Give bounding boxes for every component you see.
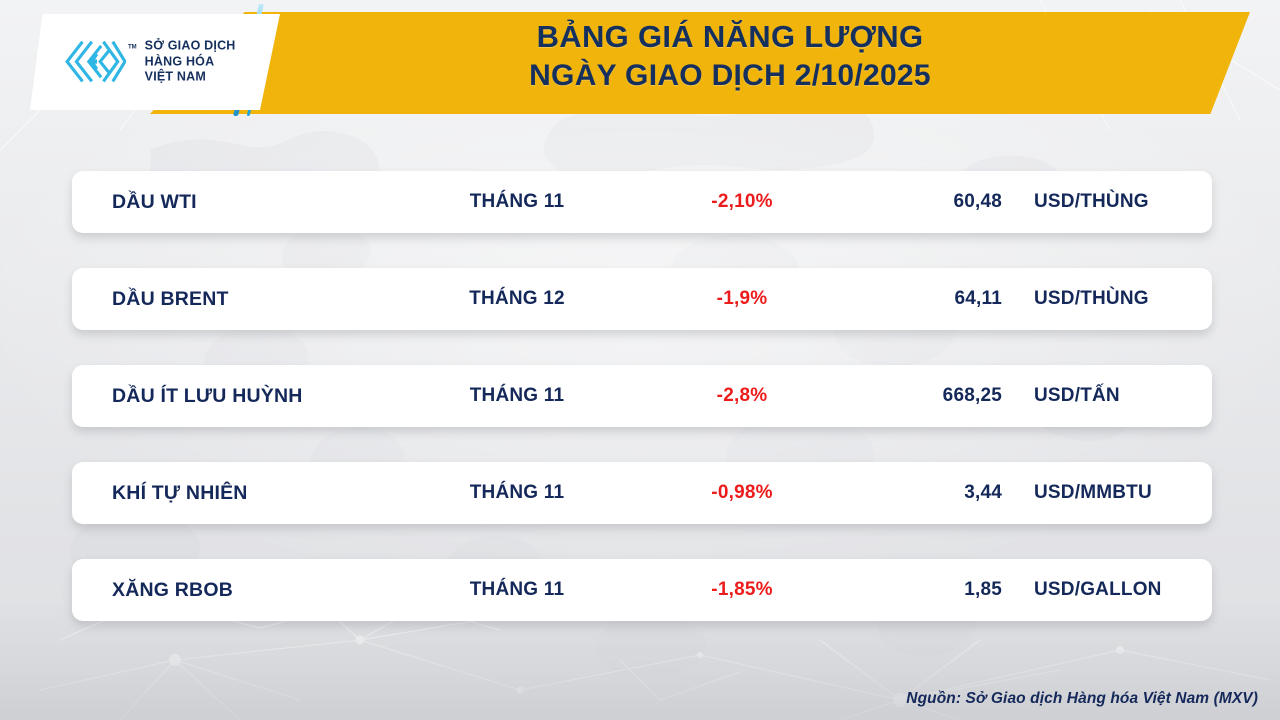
- change-percent: -0,98%: [711, 482, 773, 503]
- price-value: 60,48: [953, 191, 1002, 212]
- price-table: DẦU WTI THÁNG 11 -2,10% 60,48 USD/THÙNG …: [72, 171, 1212, 621]
- change-percent: -2,8%: [716, 385, 768, 406]
- price-unit: USD/THÙNG: [1034, 191, 1149, 212]
- contract-month: THÁNG 11: [469, 385, 565, 406]
- commodity-name: KHÍ TỰ NHIÊN: [112, 481, 248, 504]
- commodity-name: DẦU ÍT LƯU HUỲNH: [112, 384, 303, 407]
- source-note: Nguồn: Sở Giao dịch Hàng hóa Việt Nam (M…: [906, 690, 1258, 707]
- table-row[interactable]: DẦU ÍT LƯU HUỲNH THÁNG 11 -2,8% 668,25 U…: [72, 365, 1212, 427]
- trademark-symbol: TM: [128, 44, 137, 51]
- logo-text-line3: VIỆT NAM: [144, 69, 206, 84]
- logo-text-line2: HÀNG HÓA: [144, 54, 215, 69]
- table-row[interactable]: KHÍ TỰ NHIÊN THÁNG 11 -0,98% 3,44 USD/MM…: [72, 462, 1212, 524]
- table-row[interactable]: DẦU WTI THÁNG 11 -2,10% 60,48 USD/THÙNG: [72, 171, 1212, 233]
- header: BẢNG GIÁ NĂNG LƯỢNG NGÀY GIAO DỊCH 2/10/…: [0, 0, 1280, 126]
- contract-month: THÁNG 11: [469, 191, 565, 212]
- table-row[interactable]: DẦU BRENT THÁNG 12 -1,9% 64,11 USD/THÙNG: [72, 268, 1212, 330]
- logo-card: TM SỞ GIAO DỊCH HÀNG HÓA VIỆT NAM: [30, 14, 280, 110]
- logo: TM SỞ GIAO DỊCH HÀNG HÓA VIỆT NAM: [64, 39, 236, 86]
- commodity-name: XĂNG RBOB: [112, 578, 233, 601]
- change-percent: -1,9%: [716, 288, 768, 309]
- price-value: 3,44: [964, 482, 1002, 503]
- contract-month: THÁNG 12: [469, 288, 565, 309]
- page-title-line2: NGÀY GIAO DỊCH 2/10/2025: [529, 58, 931, 92]
- mxv-chevron-logo-icon: [65, 41, 126, 83]
- price-value: 1,85: [964, 579, 1002, 600]
- price-unit: USD/MMBTU: [1034, 482, 1152, 503]
- price-value: 668,25: [942, 385, 1002, 406]
- page-title-line1: BẢNG GIÁ NĂNG LƯỢNG: [536, 19, 924, 54]
- logo-text-line1: SỞ GIAO DỊCH: [144, 38, 236, 53]
- price-value: 64,11: [954, 288, 1002, 309]
- price-unit: USD/GALLON: [1034, 579, 1162, 600]
- page-title: BẢNG GIÁ NĂNG LƯỢNG NGÀY GIAO DỊCH 2/10/…: [300, 18, 1160, 94]
- commodity-name: DẦU WTI: [112, 190, 197, 213]
- change-percent: -2,10%: [711, 191, 773, 212]
- title-banner: [150, 12, 1250, 114]
- table-row[interactable]: XĂNG RBOB THÁNG 11 -1,85% 1,85 USD/GALLO…: [72, 559, 1212, 621]
- contract-month: THÁNG 11: [469, 482, 565, 503]
- price-unit: USD/THÙNG: [1034, 288, 1149, 309]
- logo-text: SỞ GIAO DỊCH HÀNG HÓA VIỆT NAM: [145, 39, 236, 86]
- commodity-name: DẦU BRENT: [112, 287, 229, 310]
- price-unit: USD/TẤN: [1034, 385, 1120, 406]
- contract-month: THÁNG 11: [469, 579, 565, 600]
- change-percent: -1,85%: [711, 579, 773, 600]
